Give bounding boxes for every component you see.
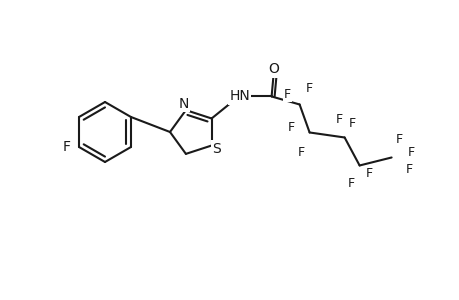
Text: O: O — [268, 62, 279, 76]
Text: HN: HN — [229, 89, 249, 103]
Text: F: F — [407, 146, 414, 159]
Text: F: F — [283, 88, 291, 101]
Text: F: F — [348, 117, 355, 130]
Text: F: F — [63, 140, 71, 154]
Text: F: F — [347, 177, 354, 190]
Text: F: F — [395, 133, 402, 146]
Text: F: F — [336, 113, 342, 126]
Text: F: F — [305, 82, 313, 95]
Text: F: F — [365, 167, 372, 180]
Text: F: F — [297, 146, 304, 159]
Text: S: S — [212, 142, 220, 155]
Text: N: N — [178, 97, 189, 111]
Text: F: F — [405, 163, 412, 176]
Text: F: F — [287, 121, 295, 134]
